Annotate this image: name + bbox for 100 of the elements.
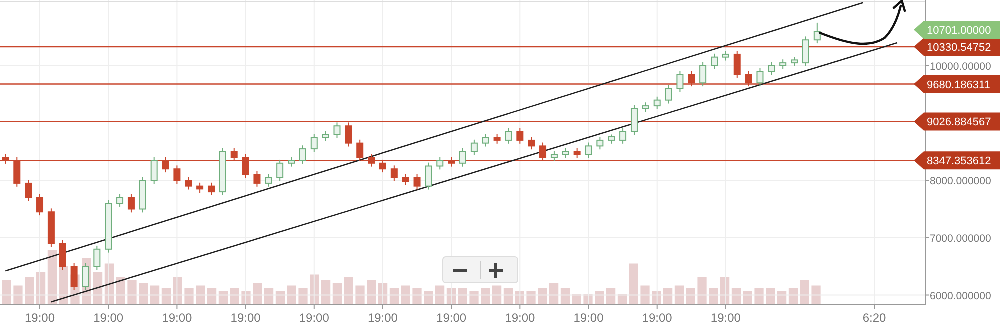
bar (344, 278, 354, 305)
bar (686, 288, 696, 305)
candlestick (94, 245, 101, 271)
x-tick-label: 19:00 (299, 311, 330, 325)
bar (458, 288, 468, 305)
candlestick (676, 70, 684, 93)
bar (401, 286, 410, 305)
bar (550, 283, 559, 305)
bar (14, 286, 23, 305)
text: 10701.00000 (927, 24, 992, 37)
ref-line-label: 8347.353612 (927, 156, 992, 168)
candlestick (196, 182, 204, 194)
bar (367, 280, 376, 305)
bar (321, 280, 331, 305)
bar (754, 288, 764, 305)
candlestick (402, 174, 410, 186)
bar (492, 286, 502, 305)
ref-line-label: 10330.54752 (927, 42, 992, 54)
bar (560, 288, 570, 305)
bar (264, 288, 274, 305)
bar (253, 283, 262, 305)
bar (298, 288, 308, 305)
bar (230, 288, 240, 305)
bar (538, 288, 548, 305)
candlestick (596, 136, 604, 150)
bar (332, 283, 342, 305)
x-tick-label: 19:00 (230, 311, 262, 325)
candlestick (334, 122, 341, 139)
bar (674, 286, 684, 305)
candlestick (482, 134, 490, 148)
bar (207, 288, 217, 305)
bar (356, 286, 365, 305)
candlestick (494, 134, 501, 144)
bar (390, 288, 400, 305)
bar (481, 288, 490, 305)
y-tick-label: 6000.000000 (930, 290, 992, 302)
bar (93, 272, 103, 305)
x-tick-label: 19:00 (642, 311, 673, 325)
candlestick (185, 176, 192, 190)
candlestick (608, 134, 616, 144)
bar (196, 286, 206, 305)
candlestick (630, 104, 638, 136)
bar (629, 264, 638, 305)
candlestick (620, 128, 627, 144)
candlestick (550, 150, 558, 162)
candlestick (642, 102, 650, 113)
candlestick (208, 182, 215, 196)
candlestick (288, 156, 296, 168)
bar (150, 286, 160, 305)
candlestick (470, 139, 478, 156)
bar (435, 286, 445, 305)
candlestick (516, 128, 524, 144)
candlestick (414, 174, 421, 190)
candlestick (528, 136, 536, 150)
bar (709, 288, 718, 305)
x-tick-label: 6:20 (862, 311, 887, 325)
bar (25, 278, 34, 305)
bar (504, 288, 514, 305)
x-tick-label: 19:00 (94, 311, 124, 325)
ref-line-label: 9680.186311 (927, 79, 990, 92)
y-tick-label: 8000.000000 (930, 176, 992, 188)
candlestick (254, 170, 261, 188)
bar (766, 288, 776, 305)
x-tick-label: 19:00 (436, 311, 467, 325)
candlestick (460, 148, 466, 168)
candlestick (174, 165, 181, 185)
candlestick (128, 194, 135, 214)
bar (732, 288, 742, 305)
candlestick (574, 148, 581, 159)
candlestick (390, 165, 398, 182)
bar (287, 286, 296, 305)
bar (698, 278, 707, 305)
ref-line-label: 9026.884567 (927, 116, 992, 129)
x-tick-label: 19:00 (710, 311, 742, 325)
bar (139, 283, 148, 305)
candlestick (322, 130, 330, 142)
candlestick (299, 145, 306, 164)
candlestick (814, 22, 821, 44)
bar (800, 280, 810, 305)
candlestick (25, 180, 32, 202)
y-tick-label: 10000.00000 (930, 60, 992, 73)
x-tick-label: 19:00 (505, 311, 536, 325)
bar (48, 250, 57, 305)
candlestick (116, 194, 124, 208)
candlestick (665, 84, 672, 104)
x-tick-label: 19:00 (24, 311, 56, 325)
bar (526, 291, 536, 305)
y-tick-label: 7000.000000 (930, 232, 992, 245)
candlestick (436, 156, 444, 170)
bar (664, 288, 673, 305)
bar (606, 288, 616, 305)
candlestick (734, 50, 741, 78)
x-tick-label: 19:00 (368, 311, 398, 325)
bar (412, 288, 422, 305)
x-tick-label: 19:00 (574, 311, 604, 325)
bar (812, 286, 821, 305)
bar (128, 280, 137, 305)
candlestick (36, 194, 44, 216)
candlestick (562, 148, 570, 159)
x-tick-label: 19:00 (162, 311, 193, 325)
